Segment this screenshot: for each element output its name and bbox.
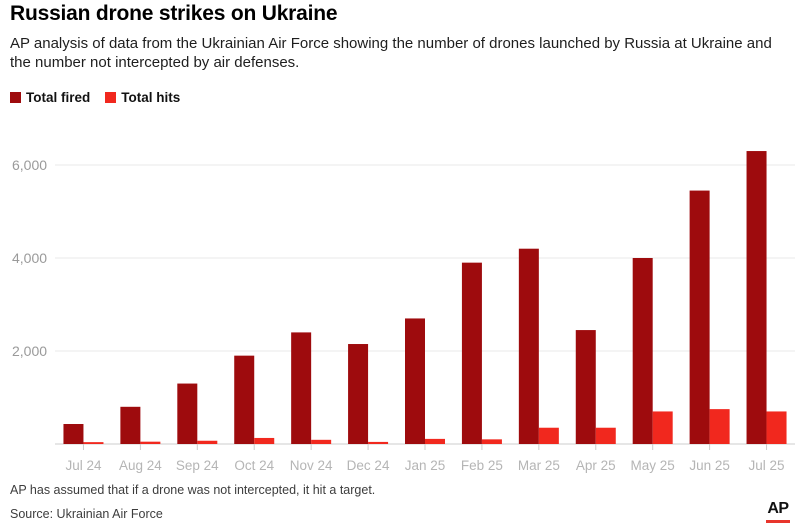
bar-total-hits-feb-25 [481, 439, 502, 444]
x-axis-tick-label: Jul 24 [65, 458, 102, 473]
bar-total-fired-dec-24 [348, 344, 369, 444]
x-axis-tick-label: Feb 25 [461, 458, 503, 473]
bar-total-hits-aug-24 [140, 441, 161, 444]
y-axis-tick-label: 2,000 [12, 343, 47, 359]
ap-logo-underline [766, 519, 790, 523]
x-axis-tick-label: May 25 [631, 458, 675, 473]
legend-swatch-total-hits [105, 92, 117, 103]
bar-total-hits-jul-24 [83, 442, 104, 444]
x-axis-tick-label: Jan 25 [405, 458, 446, 473]
bar-total-fired-jan-25 [405, 318, 425, 444]
bar-total-hits-mar-25 [538, 427, 559, 444]
footnote: AP has assumed that if a drone was not i… [10, 483, 376, 497]
bar-total-hits-sep-24 [197, 440, 218, 444]
bar-chart: 2,000 4,000 6,000 Jul 24 Aug 24 Sep 24 Oct 24 N… [12, 151, 795, 473]
x-axis-tick-label: Jul 25 [749, 458, 785, 473]
bar-total-fired-may-25 [632, 258, 653, 444]
bar-total-hits-jul-25 [766, 411, 787, 444]
x-axis-tick-label: Aug 24 [119, 458, 162, 473]
bar-total-fired-apr-25 [575, 330, 596, 444]
chart-subtitle: AP analysis of data from the Ukrainian A… [10, 35, 772, 71]
bar-total-fired-nov-24 [291, 332, 312, 444]
bar-total-fired-feb-25 [461, 262, 482, 444]
bar-total-fired-jul-24 [63, 424, 84, 444]
x-axis-tick-label: Sep 24 [176, 458, 219, 473]
bar-total-hits-dec-24 [368, 441, 389, 444]
chart-legend: Total fired Total hits [10, 90, 180, 105]
bar-total-fired-mar-25 [518, 248, 539, 444]
bar-total-fired-jun-25 [689, 190, 710, 444]
page-title: Russian drone strikes on Ukraine [10, 2, 338, 25]
legend-label: Total hits [121, 90, 181, 105]
bar-total-hits-jan-25 [425, 438, 445, 444]
y-axis-tick-label: 4,000 [12, 250, 47, 266]
bar-total-fired-jul-25 [746, 151, 767, 445]
x-axis-tick-label: Mar 25 [518, 458, 560, 473]
x-axis-tick-label: Dec 24 [347, 458, 390, 473]
bar-total-fired-aug-24 [120, 406, 141, 444]
legend-item-total-hits: Total hits [105, 90, 180, 105]
bar-total-hits-may-25 [652, 411, 673, 444]
y-axis-tick-label: 6,000 [12, 157, 47, 173]
x-axis-tick-label: Nov 24 [290, 458, 333, 473]
source-line: Source: Ukrainian Air Force [10, 507, 163, 521]
x-axis-tick-label: Apr 25 [576, 458, 616, 473]
bar-total-hits-apr-25 [595, 427, 616, 444]
legend-label: Total fired [26, 90, 91, 105]
bar-total-fired-oct-24 [234, 355, 255, 444]
legend-item-total-fired: Total fired [10, 90, 90, 105]
ap-logo: AP [765, 500, 791, 523]
bar-total-hits-oct-24 [254, 437, 275, 444]
legend-swatch-total-fired [10, 92, 21, 103]
bar-total-hits-jun-25 [709, 409, 730, 444]
bar-total-hits-nov-24 [311, 439, 332, 444]
x-axis-tick-label: Oct 24 [234, 458, 274, 473]
x-axis-tick-label: Jun 25 [689, 458, 730, 473]
bar-total-fired-sep-24 [177, 383, 198, 444]
ap-logo-text: AP [767, 500, 789, 517]
